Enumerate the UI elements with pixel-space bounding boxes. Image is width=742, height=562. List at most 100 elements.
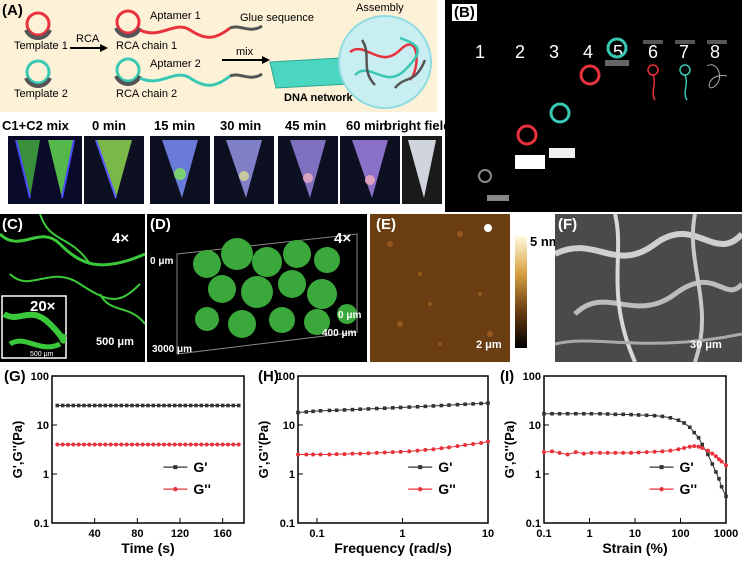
data-point (61, 442, 65, 446)
data-point (77, 404, 81, 408)
y-axis-label: G',G''(Pa) (502, 421, 517, 479)
data-point (407, 405, 411, 409)
data-point (589, 451, 593, 455)
data-point (606, 412, 610, 416)
panel-c-inset-magnification: 20× (30, 298, 55, 315)
tube-photo-30min (214, 136, 274, 204)
panel-f-scale: 30 μm (690, 339, 722, 351)
data-point (399, 406, 403, 410)
y-tick-label: 1 (43, 469, 49, 481)
tube-photo-60min (340, 136, 400, 204)
data-point (621, 413, 625, 417)
data-point (582, 452, 586, 456)
gel-band-3 (549, 148, 575, 158)
data-point (71, 442, 75, 446)
y-tick-label: 100 (277, 371, 295, 383)
panel-c-inset-scale: 500 μm (30, 351, 54, 358)
data-point (550, 449, 554, 453)
x-tick-label: 1 (586, 528, 592, 540)
data-point (676, 447, 680, 451)
data-point (669, 416, 673, 420)
data-point (114, 404, 118, 408)
data-point (183, 442, 187, 446)
x-tick-label: 160 (213, 528, 231, 540)
mix-label: mix (236, 46, 253, 58)
y-tick-label: 100 (31, 371, 49, 383)
data-point (87, 442, 91, 446)
tube-photo-bright (402, 136, 442, 204)
data-point (383, 406, 387, 410)
plot-frame (52, 376, 244, 523)
data-point (714, 470, 718, 474)
data-point (311, 410, 315, 414)
gel-band-8 (707, 40, 727, 44)
data-point (375, 451, 379, 455)
data-point (463, 443, 467, 447)
tube-label-15: 15 min (154, 118, 195, 133)
data-point (566, 412, 570, 416)
data-point (717, 477, 721, 481)
data-point (157, 442, 161, 446)
data-point (714, 454, 718, 458)
data-point (343, 408, 347, 412)
x-tick-label: 10 (629, 528, 641, 540)
data-point (621, 451, 625, 455)
tube-label-45: 45 min (285, 118, 326, 133)
data-point (157, 404, 161, 408)
template2-label: Template 2 (14, 88, 68, 100)
data-point (720, 459, 724, 463)
data-point (237, 442, 241, 446)
tube-label-60: 60 min (346, 118, 387, 133)
data-point (167, 442, 171, 446)
y-tick-label: 1 (289, 469, 295, 481)
data-point (98, 442, 102, 446)
panel-d-magnification: 4× (334, 230, 351, 247)
data-point (210, 442, 214, 446)
data-point (162, 404, 166, 408)
data-point (304, 453, 308, 457)
legend-label: G'' (680, 481, 698, 497)
chain1-label: RCA chain 1 (116, 40, 177, 52)
data-point (221, 404, 225, 408)
panel-d-z0: 0 μm (150, 256, 173, 267)
tube-label-bright: bright field (384, 118, 451, 133)
data-point (598, 412, 602, 416)
data-point (598, 451, 602, 455)
data-point (653, 414, 657, 418)
x-tick-label: 0.1 (309, 528, 324, 540)
data-point (319, 453, 323, 457)
tube-label-0: 0 min (92, 118, 126, 133)
data-point (550, 412, 554, 416)
data-point (66, 404, 70, 408)
data-point (440, 404, 444, 408)
data-point (88, 404, 92, 408)
gel-band-6 (643, 40, 663, 44)
data-point (109, 442, 113, 446)
data-point (327, 453, 331, 457)
gel-band-7 (675, 40, 695, 44)
tube-label-30: 30 min (220, 118, 261, 133)
data-point (407, 449, 411, 453)
data-point (375, 407, 379, 411)
x-tick-label: 1000 (714, 528, 738, 540)
data-point (350, 452, 354, 456)
data-point (724, 495, 728, 499)
data-point (697, 436, 701, 440)
template1-label: Template 1 (14, 40, 68, 52)
data-point (221, 442, 225, 446)
data-point (720, 485, 724, 489)
data-point (724, 463, 728, 467)
x-tick-label: 120 (171, 528, 189, 540)
rca-chain1-strand (140, 27, 230, 37)
data-point (98, 404, 102, 408)
data-point (319, 409, 323, 413)
data-point (194, 404, 198, 408)
data-point (692, 431, 696, 435)
data-point (366, 451, 370, 455)
chart-h-frequency-sweep: 0.1 1 10 100 0.1 1 10 Frequency (rad/s) G',G''(P… (250, 368, 498, 562)
legend-label: G' (438, 459, 452, 475)
data-point (706, 449, 710, 453)
rca-label: RCA (76, 33, 99, 45)
data-point (173, 442, 177, 446)
data-point (711, 462, 715, 466)
